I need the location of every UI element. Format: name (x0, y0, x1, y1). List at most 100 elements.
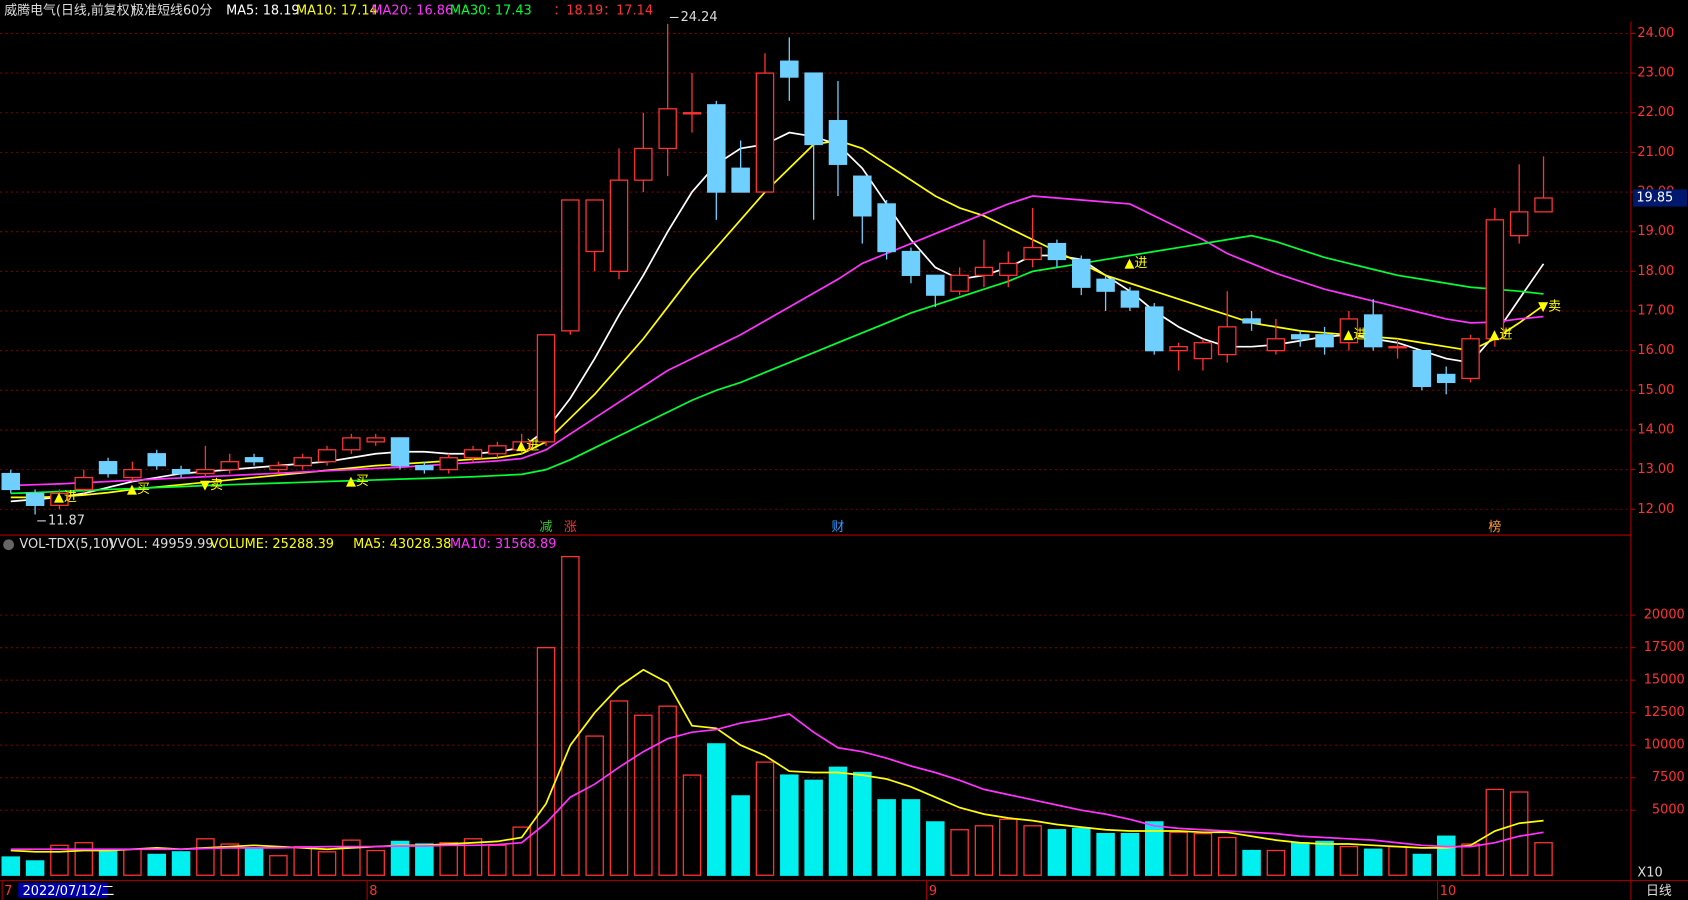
volume-bar (1461, 843, 1480, 876)
volume-bar (1266, 849, 1286, 876)
cursor-date: 2022/07/12/二 (23, 884, 115, 899)
y-tick-label: 15000 (1644, 673, 1685, 688)
candle-body (634, 147, 653, 181)
candle-body (1339, 318, 1359, 344)
signal-annotation: ▲进 (54, 490, 77, 505)
signal-annotation: ▼卖 (200, 478, 223, 493)
volume-bar (950, 829, 969, 876)
legend-entry: MA30: 17.43 (450, 3, 532, 18)
candle-body (1072, 258, 1091, 288)
candle-body (1144, 306, 1164, 352)
volume-bar (1436, 835, 1456, 876)
candle-body (123, 468, 142, 479)
candle-body (682, 112, 702, 115)
volume-bar (731, 795, 750, 876)
volume-bar (682, 774, 702, 876)
y-tick-label: 23.00 (1637, 66, 1674, 81)
max-label: 24.24 (681, 10, 718, 25)
candle-body (366, 437, 385, 443)
y-tick-label: 20000 (1644, 608, 1685, 623)
volume-bar (196, 838, 215, 876)
y-tick-label: 5000 (1652, 803, 1685, 818)
candle-body (999, 262, 1018, 276)
panel-icon[interactable] (3, 539, 14, 551)
legend-entry: MA10: 17.14 (296, 3, 378, 18)
volume-bar (171, 851, 191, 876)
candle-body (293, 457, 312, 467)
ma-line (10, 195, 1544, 487)
scale-label: X10 (1637, 866, 1662, 881)
candle-body (536, 334, 556, 443)
volume-bar (220, 843, 239, 876)
candle-body (1242, 318, 1261, 324)
ma-line (10, 668, 1544, 853)
volume-bar (561, 555, 580, 876)
volume-bar (755, 761, 775, 876)
indicator-name: 极准短线60分 (131, 3, 212, 18)
period-label: 日线 (1646, 884, 1672, 899)
event-marker: 财 (832, 520, 845, 535)
volume-bar (1072, 827, 1091, 876)
plot-layer: 12.00 13.00 14.00 15.00 16.00 17.00 18.00 19.00… (0, 10, 1687, 900)
candle-body (950, 274, 969, 292)
candle-body (1193, 342, 1213, 360)
signal-annotation: ▲进 (1125, 256, 1148, 271)
volume-bar (804, 779, 823, 876)
volume-bar (1242, 849, 1261, 876)
volume-bar (269, 855, 288, 876)
volume-bar (926, 821, 945, 876)
volume-bar (1169, 831, 1188, 876)
volume-bar (658, 705, 677, 876)
candle-body (974, 266, 994, 276)
volume-bar (1290, 842, 1310, 876)
signal-annotation: ▼卖 (1538, 300, 1561, 315)
volume-bar (390, 840, 410, 876)
candle-body (731, 167, 750, 193)
candle-body (1290, 334, 1310, 340)
last-price: 19.85 (1636, 190, 1673, 205)
candle-body (707, 104, 726, 193)
y-tick-label: 14.00 (1637, 422, 1674, 437)
candle-body (25, 492, 45, 506)
candle-body (171, 468, 191, 475)
title: 威腾电气(日线,前复权) (4, 2, 134, 18)
volume-bar (609, 700, 629, 876)
candle-body (439, 457, 458, 471)
event-marker: 涨 (564, 520, 577, 535)
candle-body (147, 453, 167, 467)
event-marker: 榜 (1488, 519, 1501, 535)
candle-body (1023, 246, 1042, 261)
candle-body (1169, 346, 1188, 352)
candle-body (804, 72, 823, 146)
candle-body (1217, 326, 1237, 356)
signal-annotation: ▲买 (127, 482, 150, 497)
candle-body (1363, 314, 1383, 348)
candle-body (1388, 346, 1407, 349)
volume-bar (1047, 829, 1067, 876)
volume-bar (828, 766, 848, 876)
ma-line (10, 234, 1544, 495)
volume-legend: VOLUME: 25288.39 (210, 537, 334, 552)
candle-body (1, 472, 21, 491)
volume-bar (877, 799, 896, 876)
volume-bar (1363, 848, 1383, 876)
candle-body (196, 468, 215, 475)
vvol-label: VVOL: 49959.99 (109, 537, 214, 552)
candle-body (342, 437, 361, 451)
volume-bar (342, 839, 361, 876)
volume-bar (366, 849, 385, 876)
candle-body (658, 108, 677, 150)
y-tick-label: 12.00 (1637, 502, 1674, 517)
volume-bar (707, 743, 726, 876)
volume-bar (1315, 840, 1334, 876)
volume-bar (512, 826, 531, 876)
volume-bar (439, 842, 458, 876)
candle-body (50, 492, 69, 506)
ma-line (10, 139, 1545, 499)
y-tick-label: 15.00 (1637, 383, 1674, 398)
volume-bar (1120, 832, 1140, 876)
candle-body (828, 120, 848, 165)
min-label: 11.87 (48, 513, 85, 528)
